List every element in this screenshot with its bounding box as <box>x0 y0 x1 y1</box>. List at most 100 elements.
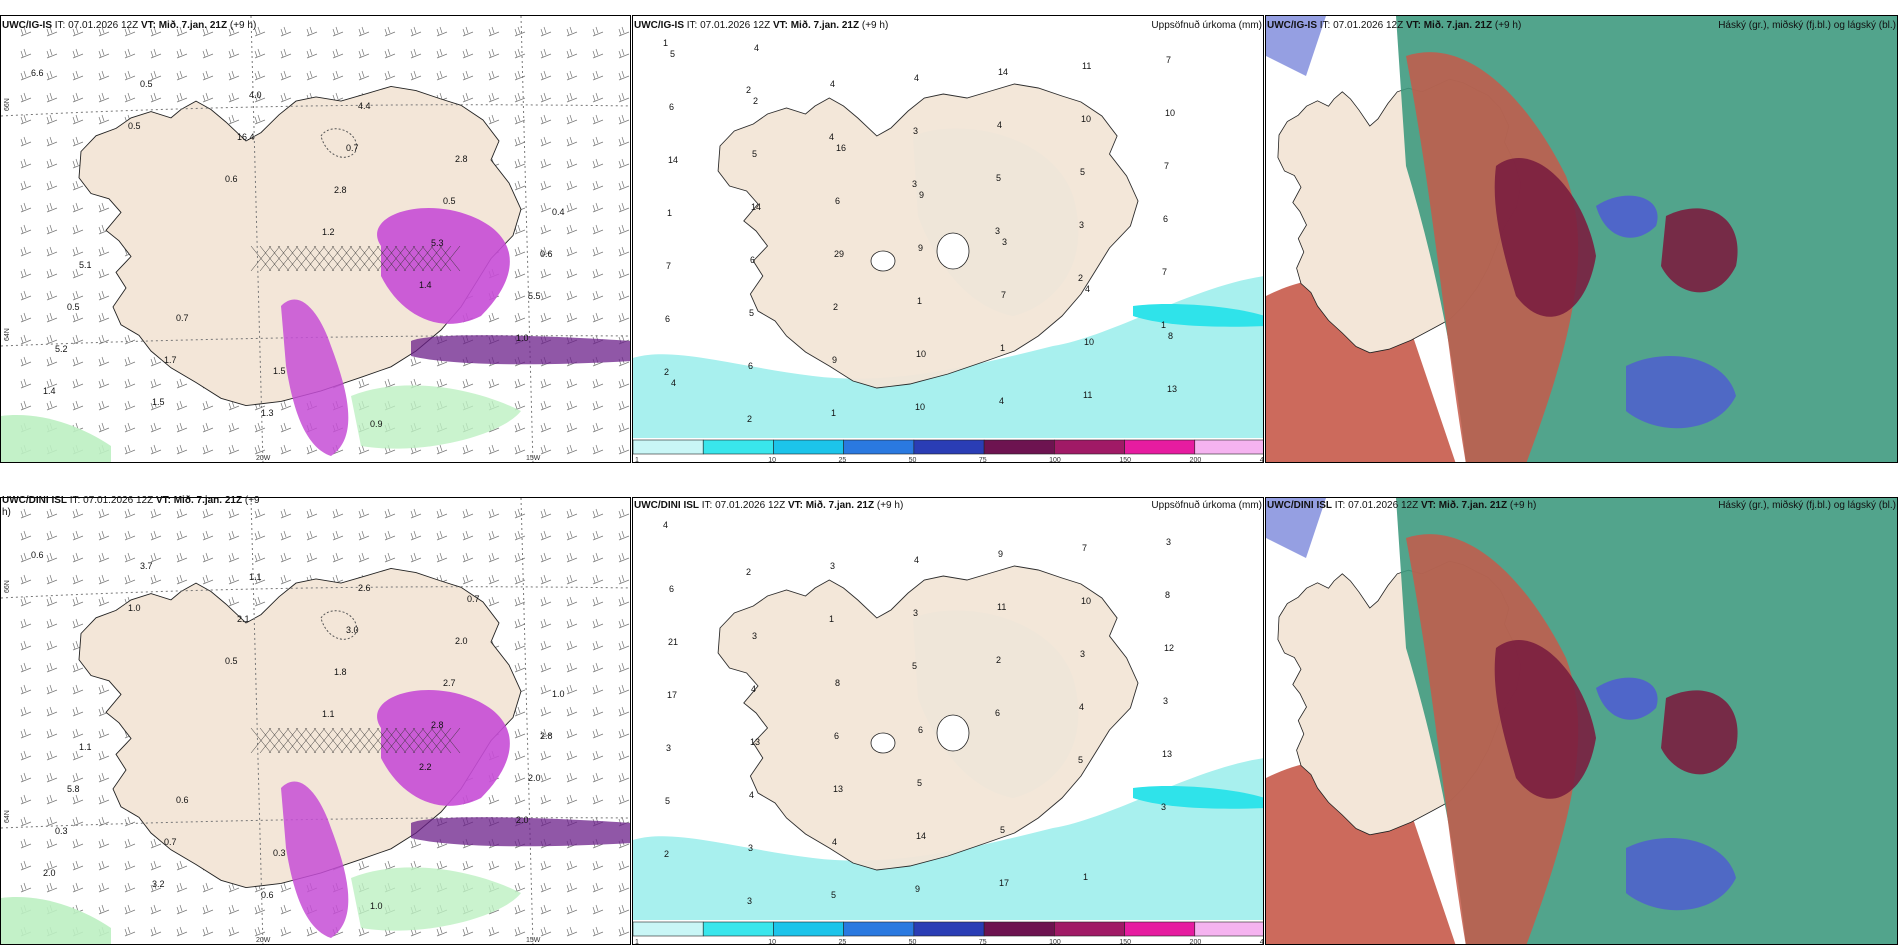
precip-area <box>411 335 630 365</box>
accum-value-label: 4 <box>751 684 756 694</box>
precip-area <box>281 781 349 938</box>
valid-prefix: VT: <box>140 20 156 31</box>
colorbar-swatch <box>1194 921 1263 937</box>
precip-value-label: 0.5 <box>140 79 153 89</box>
precip-value-label: 1.0 <box>552 689 565 699</box>
accum-value-label: 9 <box>998 549 1003 559</box>
model-name: UWC/DINI ISL <box>1267 500 1332 511</box>
accum-value-label: 10 <box>1084 337 1094 347</box>
precip-value-label: 0.5 <box>128 121 141 131</box>
accum-value-label: 4 <box>1085 284 1090 294</box>
precip-area <box>1 897 111 944</box>
precip-value-label: 0.5 <box>67 302 80 312</box>
colorbar-swatch <box>1124 921 1196 937</box>
precip-value-label: 1.8 <box>334 667 347 677</box>
colorbar-swatch <box>913 439 985 455</box>
valid-prefix: VT: <box>772 20 788 31</box>
accum-value-label: 3 <box>995 226 1000 236</box>
precip-area <box>377 207 510 324</box>
precip-value-label: 2.0 <box>528 773 541 783</box>
accum-value-label: 3 <box>1002 237 1007 247</box>
issue-time: IT: 07.01.2026 12Z <box>1317 20 1406 31</box>
precip-value-label: 1.1 <box>322 709 335 719</box>
accum-value-label: 14 <box>998 67 1008 77</box>
accum-value-label: 21 <box>668 637 678 647</box>
lead-time: (+9 h) <box>227 20 257 31</box>
lead-time: (+9 h) <box>1507 500 1537 511</box>
model-name: UWC/IG-IS <box>2 20 52 31</box>
accum-value-label: 4 <box>999 396 1004 406</box>
accum-value-label: 10 <box>1081 114 1091 124</box>
accum-value-label: 5 <box>749 308 754 318</box>
colorbar-tick-label: 10 <box>768 457 776 463</box>
panel-title: Uppsöfnuð úrkoma (mm) <box>1151 500 1262 511</box>
precip-value-label: 3.7 <box>140 561 153 571</box>
precip-value-label: 2.2 <box>419 762 432 772</box>
panel-title: Uppsöfnuð úrkoma (mm) <box>1151 20 1262 31</box>
colorbar-swatch <box>913 921 985 937</box>
accum-value-label: 3 <box>666 743 671 753</box>
precip-value-label: 16.4 <box>237 132 255 142</box>
panel-title: Háský (gr.), miðský (fj.bl.) og lágský (… <box>1718 500 1896 511</box>
valid-prefix: VT: <box>1420 500 1436 511</box>
accum-value-label: 4 <box>754 43 759 53</box>
map-ig-accum: 1243321224353766144567591014107162104111… <box>633 38 1263 463</box>
colorbar-swatch <box>843 921 915 937</box>
panel-dini-precip: 0.6 1.0 0.5 1.1 2.2 2.0 2.0 3.7 2.1 1.8 2.8 2.0 0.3 3… <box>0 497 631 945</box>
accum-value-label: 5 <box>917 778 922 788</box>
colorbar-tick-label: 10 <box>768 939 776 945</box>
cloud-low <box>1596 677 1658 720</box>
colorbar-tick-label: 25 <box>838 457 846 463</box>
accum-value-label: 3 <box>830 561 835 571</box>
precip-value-label: 0.9 <box>370 419 383 429</box>
valid-time: Mið. 7.jan. 21Z <box>155 20 228 31</box>
colorbar-swatch <box>773 439 844 455</box>
longitude-label: 20W <box>256 937 271 944</box>
map-dini-precip: 0.6 1.0 0.5 1.1 2.2 2.0 2.0 3.7 2.1 1.8 2.8 2.0 0.3 3… <box>1 498 630 944</box>
accum-value-label: 4 <box>829 132 834 142</box>
precip-area <box>1133 304 1263 327</box>
colorbar-swatch <box>633 921 704 937</box>
valid-time: Mið. 7.jan. 21Z <box>1435 500 1508 511</box>
accum-value-label: 6 <box>835 196 840 206</box>
precip-area <box>281 299 349 456</box>
accum-value-label: 4 <box>914 73 919 83</box>
lead-time: (+9 h) <box>859 20 889 31</box>
colorbar-tick-label: 75 <box>979 939 987 945</box>
precip-area <box>1 415 111 462</box>
accum-value-label: 5 <box>1080 167 1085 177</box>
accum-value-label: 13 <box>750 737 760 747</box>
valid-prefix: VT: <box>787 500 803 511</box>
colorbar-swatch <box>983 921 1055 937</box>
precip-value-label: 2.7 <box>443 678 456 688</box>
valid-time: Mið. 7.jan. 21Z <box>170 495 243 506</box>
precip-area <box>411 817 630 847</box>
accum-value-label: 6 <box>669 102 674 112</box>
accum-value-label: 6 <box>918 725 923 735</box>
accum-value-label: 10 <box>1165 108 1175 118</box>
accum-value-label: 11 <box>1083 390 1092 400</box>
accum-value-label: 4 <box>832 837 837 847</box>
precip-value-label: 2.0 <box>43 868 56 878</box>
precip-value-label: 1.4 <box>419 280 432 290</box>
colorbar-swatch <box>773 921 844 937</box>
accum-value-label: 14 <box>668 155 678 165</box>
panel-ig-accum: 1 2 4 3 3 2 1 2 2 4 3 5 3 7 6 6 1 4 4 5 6 7 5 9 10 14 10 7 1 6 2 10 4 11 1… <box>632 15 1264 463</box>
precip-value-label: 2.1 <box>237 614 250 624</box>
accum-value-label: 8 <box>1168 331 1173 341</box>
colorbar-swatch <box>1054 439 1125 455</box>
precip-value-label: 4.4 <box>358 101 371 111</box>
precip-area <box>633 758 1263 920</box>
accum-value-label: 2 <box>833 302 838 312</box>
accum-value-label: 12 <box>1164 643 1174 653</box>
accum-value-label: 4 <box>830 79 835 89</box>
accum-value-label: 4 <box>997 120 1002 130</box>
accum-value-label: 1 <box>1000 343 1005 353</box>
model-name: UWC/DINI ISL <box>634 500 699 511</box>
precip-value-label: 0.6 <box>540 249 553 259</box>
lead-time-wrap: h) <box>2 507 11 518</box>
precip-value-label: 1.1 <box>249 572 262 582</box>
accum-value-label: 10 <box>915 402 925 412</box>
accum-value-label: 9 <box>915 884 920 894</box>
precip-value-label: 1.1 <box>79 742 92 752</box>
